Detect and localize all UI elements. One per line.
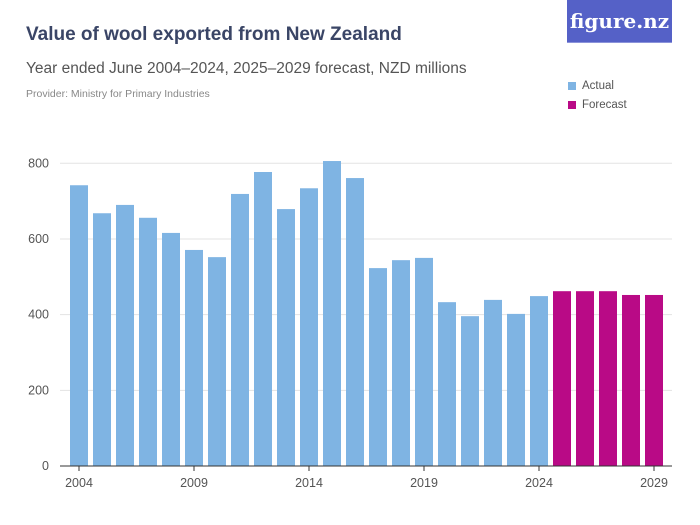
chart-title: Value of wool exported from New Zealand [26,24,402,45]
x-tick-label: 2004 [65,476,93,490]
figure-nz-logo[interactable]: figure.nz [567,0,672,43]
bar-2021 [461,316,479,466]
bar-2013 [277,209,295,466]
bar-2026 [576,291,594,466]
bar-2006 [116,204,134,466]
legend-swatch-actual [568,82,576,90]
y-tick-label: 600 [28,232,49,246]
bar-2028 [622,294,640,466]
y-tick-label: 0 [42,459,49,473]
bar-2022 [484,299,502,466]
legend-label: Forecast [582,99,627,111]
bar-2005 [93,213,111,466]
bar-2010 [208,257,226,466]
x-tick-label: 2014 [295,476,323,490]
bar-2017 [369,268,387,466]
y-tick-label: 800 [28,156,49,170]
bar-2012 [254,172,272,466]
bar-2004 [70,185,88,467]
bar-2024 [530,296,548,466]
bar-2025 [553,291,571,466]
x-tick-label: 2009 [180,476,208,490]
legend-item-actual: Actual [568,80,614,92]
x-tick-label: 2024 [525,476,553,490]
bar-2020 [438,302,456,466]
bar-2029 [645,294,663,466]
bar-2019 [415,257,433,466]
bar-2023 [507,313,525,466]
chart-subtitle: Year ended June 2004–2024, 2025–2029 for… [26,60,467,77]
bar-2014 [300,188,318,466]
bar-2018 [392,260,410,466]
bar-2009 [185,249,203,466]
y-tick-label: 400 [28,308,49,322]
bar-2016 [346,178,364,466]
bar-2008 [162,232,180,466]
bar-2011 [231,193,249,467]
provider-text: Provider: Ministry for Primary Industrie… [26,88,210,100]
legend-label: Actual [582,80,614,92]
bar-2027 [599,291,617,466]
y-tick-label: 200 [28,383,49,397]
x-tick-label: 2029 [640,476,668,490]
x-tick-label: 2019 [410,476,438,490]
legend-item-forecast: Forecast [568,99,627,111]
bar-2007 [139,217,157,466]
bar-2015 [323,161,341,466]
legend-swatch-forecast [568,101,576,109]
